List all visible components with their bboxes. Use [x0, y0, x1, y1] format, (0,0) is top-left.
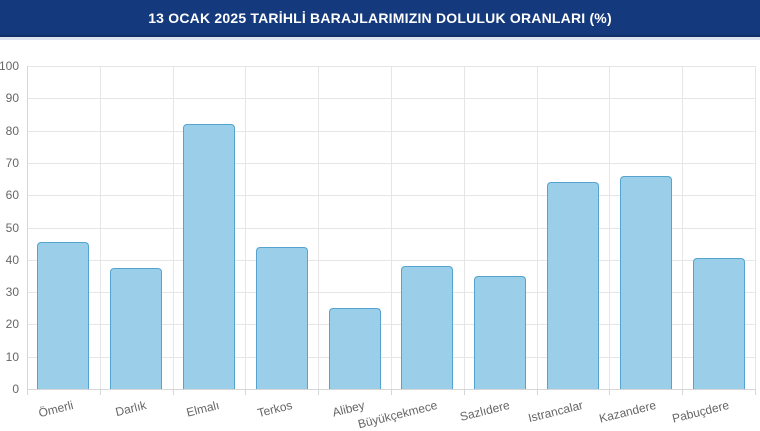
y-tick-label: 20: [5, 317, 19, 331]
x-grid-line: [245, 66, 246, 389]
x-tick-mark: [609, 389, 610, 395]
x-tick-mark: [245, 389, 246, 395]
bar[interactable]: [693, 258, 745, 389]
x-axis-label: Elmalı: [184, 398, 221, 420]
x-axis-label: Sazlıdere: [458, 398, 512, 424]
x-grid-line: [464, 66, 465, 389]
x-grid-line: [100, 66, 101, 389]
x-grid-line: [609, 66, 610, 389]
x-tick-mark: [27, 389, 28, 395]
x-axis-label: Terkos: [255, 398, 294, 421]
bar[interactable]: [620, 176, 672, 389]
x-axis-label: Pabuçdere: [670, 398, 731, 426]
x-grid-line: [173, 66, 174, 389]
y-tick-label: 40: [5, 253, 19, 267]
chart-header: 13 OCAK 2025 TARİHLİ BARAJLARIMIZIN DOLU…: [0, 0, 760, 37]
x-tick-mark: [391, 389, 392, 395]
x-tick-mark: [100, 389, 101, 395]
x-tick-mark: [464, 389, 465, 395]
bar[interactable]: [37, 242, 89, 389]
bar[interactable]: [474, 276, 526, 389]
bar[interactable]: [547, 182, 599, 389]
x-tick-mark: [318, 389, 319, 395]
bar[interactable]: [329, 308, 381, 389]
x-grid-line: [391, 66, 392, 389]
x-axis-label: Büyükçekmece: [356, 398, 439, 431]
x-axis-label: Darlık: [113, 398, 148, 420]
y-tick-label: 70: [5, 156, 19, 170]
x-tick-mark: [755, 389, 756, 395]
y-tick-label: 90: [5, 91, 19, 105]
y-tick-label: 80: [5, 124, 19, 138]
bar[interactable]: [110, 268, 162, 389]
x-axis-label: Istrancalar: [526, 398, 585, 426]
y-tick-label: 60: [5, 188, 19, 202]
bar[interactable]: [401, 266, 453, 389]
x-axis-label: Kazandere: [597, 398, 658, 426]
x-grid-line: [682, 66, 683, 389]
bar[interactable]: [183, 124, 235, 389]
x-axis-label: Ömerli: [36, 398, 75, 421]
x-grid-line: [755, 66, 756, 389]
y-tick-label: 50: [5, 221, 19, 235]
chart-title: 13 OCAK 2025 TARİHLİ BARAJLARIMIZIN DOLU…: [148, 9, 612, 26]
y-tick-label: 100: [0, 59, 19, 73]
bar[interactable]: [256, 247, 308, 389]
y-tick-label: 10: [5, 350, 19, 364]
x-tick-mark: [537, 389, 538, 395]
x-grid-line: [27, 66, 28, 389]
x-grid-line: [537, 66, 538, 389]
y-tick-label: 0: [12, 382, 19, 396]
x-grid-line: [318, 66, 319, 389]
y-tick-label: 30: [5, 285, 19, 299]
x-tick-mark: [173, 389, 174, 395]
x-tick-mark: [682, 389, 683, 395]
